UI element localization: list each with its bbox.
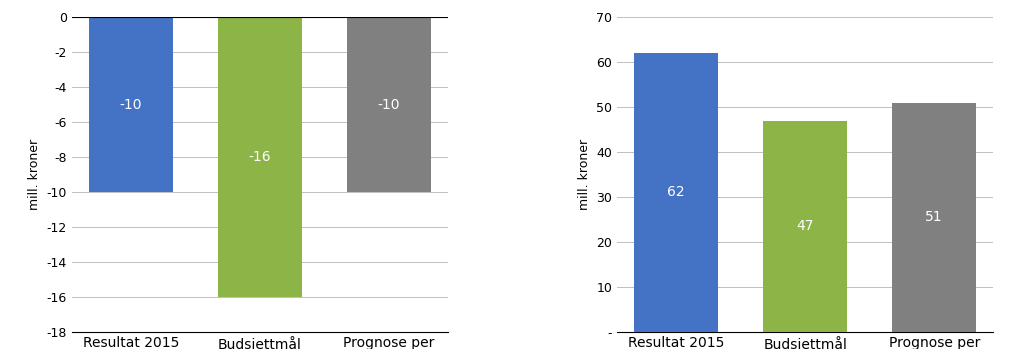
- Bar: [892, 103, 976, 332]
- Text: 62: 62: [668, 185, 685, 199]
- Text: -16: -16: [249, 150, 271, 164]
- Y-axis label: mill. kroner: mill. kroner: [28, 139, 41, 210]
- Bar: [218, 17, 302, 297]
- Text: -10: -10: [378, 98, 400, 112]
- Text: 47: 47: [797, 219, 814, 233]
- Bar: [763, 121, 847, 332]
- Bar: [89, 17, 173, 192]
- Y-axis label: mill. kroner: mill. kroner: [578, 139, 591, 210]
- Text: -10: -10: [120, 98, 142, 112]
- Bar: [347, 17, 431, 192]
- Text: 51: 51: [926, 210, 943, 224]
- Bar: [634, 53, 718, 332]
